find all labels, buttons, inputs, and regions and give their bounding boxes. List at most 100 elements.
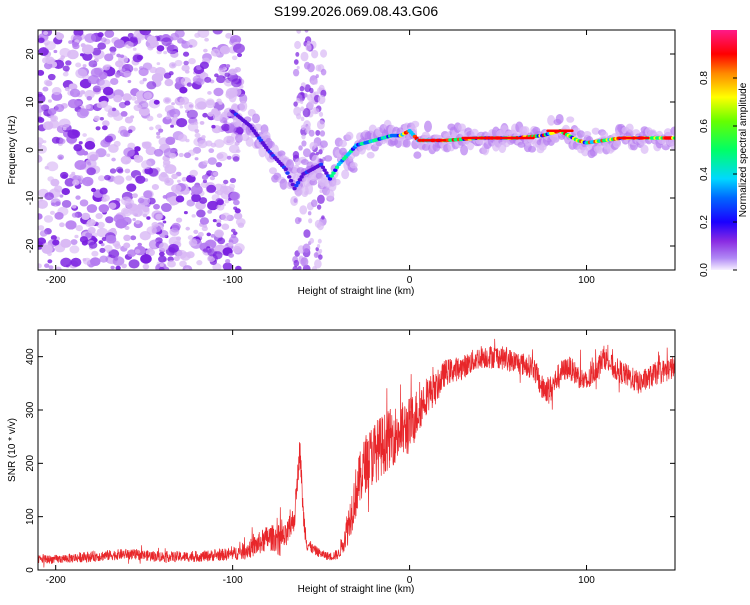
spectrogram-noise-blob <box>127 129 133 134</box>
spectrogram-noise-blob <box>295 97 301 104</box>
spectrogram-noise-blob <box>312 265 317 270</box>
spectrogram-noise-blob <box>207 157 217 165</box>
spectrogram-noise-blob <box>55 32 65 40</box>
spectrogram-noise-blob <box>104 53 114 62</box>
spectrogram-noise-blob <box>229 187 235 192</box>
spectrogram-noise-blob <box>176 118 188 128</box>
spectrogram-noise-blob <box>298 145 303 151</box>
colorbar-tick-label: 0.2 <box>699 215 710 229</box>
spectrogram-ridge-halo <box>670 141 675 151</box>
spectrogram-noise-blob <box>110 78 119 85</box>
spectrogram-ytick-label: 20 <box>25 48 36 60</box>
spectrogram-noise-blob <box>158 255 167 263</box>
spectrogram-noise-blob <box>101 197 107 203</box>
spectrogram-noise-blob <box>216 204 225 211</box>
spectrogram-ridge-halo <box>576 130 585 138</box>
spectrogram-noise-blob <box>223 179 229 185</box>
spectrogram-noise-blob <box>204 37 209 42</box>
spectrogram-noise-blob <box>299 205 308 215</box>
spectrogram-ridge-halo <box>547 115 556 126</box>
spectrogram-noise-blob <box>162 159 171 166</box>
spectrogram-noise-blob <box>70 239 78 245</box>
spectrogram-noise-blob <box>162 194 168 199</box>
spectrogram-noise-blob <box>194 32 201 38</box>
spectrogram-noise-blob <box>319 189 323 194</box>
spectrogram-noise-blob <box>38 225 45 231</box>
spectrogram-noise-blob <box>199 197 208 204</box>
spectrogram-noise-blob <box>223 120 228 124</box>
spectrogram-ridge-halo <box>339 139 348 148</box>
spectrogram-noise-blob <box>292 68 300 77</box>
spectrogram-noise-blob <box>206 232 211 237</box>
spectrogram-ridge-halo <box>279 178 288 190</box>
spectrogram-noise-blob <box>74 160 87 170</box>
spectrogram-noise-blob <box>162 220 167 224</box>
spectrogram-noise-blob <box>314 108 320 115</box>
spectrogram-ridge-core <box>329 174 334 178</box>
spectrogram-noise-blob <box>102 86 114 96</box>
spectrogram-noise-blob <box>115 265 121 270</box>
spectrogram-noise-blob <box>84 33 97 43</box>
spectrogram-noise-blob <box>54 103 65 113</box>
spectrogram-xlabel: Height of straight line (km) <box>298 286 415 297</box>
spectrogram-ridge-halo <box>258 145 267 158</box>
spectrogram-noise-blob <box>145 146 157 156</box>
spectrogram-noise-blob <box>315 151 319 156</box>
spectrogram-noise-blob <box>315 247 319 252</box>
spectrogram-ridge-core <box>290 182 295 187</box>
spectrogram-noise-blob <box>158 128 164 133</box>
spectrogram-noise-blob <box>307 211 312 216</box>
spectrogram-noise-blob <box>171 184 182 193</box>
spectrogram-noise-blob <box>206 184 217 193</box>
spectrogram-noise-blob <box>174 59 183 67</box>
spectrogram-noise-blob <box>69 245 80 254</box>
spectrogram-noise-blob <box>202 112 208 118</box>
spectrogram-noise-blob <box>314 219 322 228</box>
spectrogram-noise-blob <box>178 152 184 158</box>
spectrogram-noise-blob <box>137 242 142 247</box>
spectrogram-noise-blob <box>188 57 196 65</box>
spectrogram-noise-blob <box>71 204 77 209</box>
spectrogram-ridge-halo <box>528 145 537 153</box>
spectrogram-noise-blob <box>88 241 98 249</box>
spectrogram-noise-blob <box>155 213 163 220</box>
spectrogram-noise-blob <box>308 218 313 224</box>
snr-frame <box>37 329 676 571</box>
spectrogram-ridge-halo <box>423 120 432 133</box>
spectrogram-noise-blob <box>109 168 117 174</box>
spectrogram-noise-blob <box>64 86 70 92</box>
spectrogram-noise-blob <box>207 209 213 214</box>
spectrogram-noise-blob <box>71 212 79 218</box>
spectrogram-noise-blob <box>61 187 70 196</box>
spectrogram-noise-blob <box>318 248 323 254</box>
spectrogram-noise-blob <box>217 237 226 245</box>
spectrogram-noise-blob <box>189 169 198 177</box>
spectrogram-ridge-halo <box>319 140 328 148</box>
spectrogram-noise-blob <box>75 62 82 68</box>
spectrogram-noise-blob <box>309 237 315 244</box>
snr-ytick-label: 0 <box>25 567 36 573</box>
spectrogram-noise-blob <box>293 106 302 117</box>
spectrogram-noise-blob <box>113 175 125 185</box>
spectrogram-noise-blob <box>123 70 132 78</box>
spectrogram-ridge-halo <box>402 139 411 148</box>
spectrogram-noise-blob <box>177 133 188 142</box>
spectrogram-noise-blob <box>98 71 108 80</box>
spectrogram-ridge-halo <box>351 150 360 157</box>
spectrogram-noise-blob <box>171 173 178 180</box>
spectrogram-noise-blob <box>303 93 308 98</box>
spectrogram-noise-blob <box>80 43 86 48</box>
spectrogram-noise-blob <box>113 214 124 223</box>
spectrogram-noise-blob <box>186 82 193 87</box>
spectrogram-noise-blob <box>50 235 57 241</box>
spectrogram-noise-blob <box>38 213 43 220</box>
spectrogram-noise-blob <box>310 80 314 85</box>
spectrogram-noise-blob <box>91 250 99 257</box>
spectrogram-ridge-core <box>292 186 297 191</box>
spectrogram-noise-blob <box>167 260 176 268</box>
spectrogram-noise-blob <box>215 231 223 237</box>
spectrogram-ridge-halo <box>300 158 309 166</box>
spectrogram-noise-blob <box>210 48 221 57</box>
spectrogram-noise-blob <box>60 238 72 248</box>
snr-xtick-label: -100 <box>223 575 243 586</box>
